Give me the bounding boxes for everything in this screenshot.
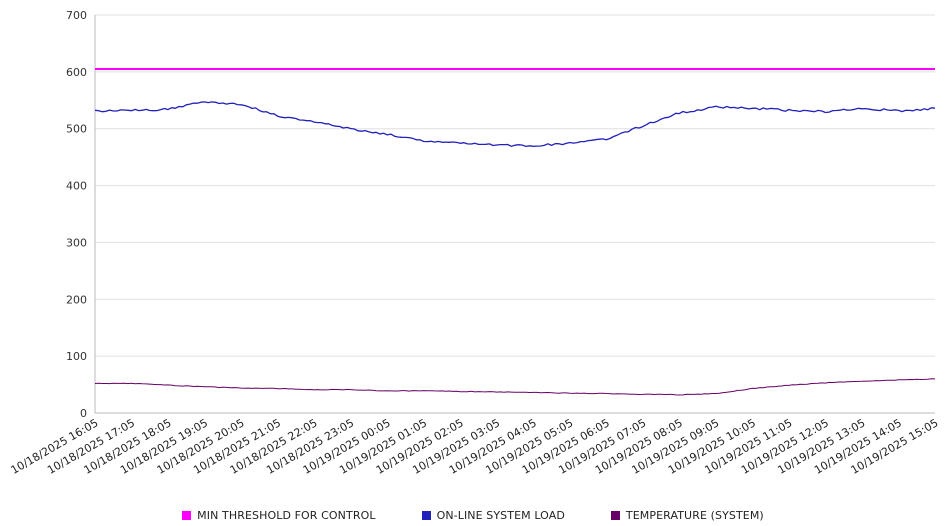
- y-tick-label: 600: [66, 66, 87, 79]
- legend-item-1[interactable]: ON-LINE SYSTEM LOAD: [421, 509, 565, 522]
- legend-label: ON-LINE SYSTEM LOAD: [436, 509, 565, 522]
- legend-swatch-icon: [610, 511, 620, 520]
- legend-item-2[interactable]: TEMPERATURE (SYSTEM): [610, 509, 764, 522]
- series-line-1: [94, 101, 936, 148]
- series-line-2: [94, 378, 936, 396]
- legend-label: MIN THRESHOLD FOR CONTROL: [197, 509, 376, 522]
- chart-legend: MIN THRESHOLD FOR CONTROL ON-LINE SYSTEM …: [0, 509, 946, 522]
- legend-swatch-icon: [182, 511, 192, 520]
- y-tick-label: 700: [66, 9, 87, 22]
- y-tick-label: 300: [66, 236, 87, 249]
- legend-swatch-icon: [421, 511, 431, 520]
- legend-label: TEMPERATURE (SYSTEM): [625, 509, 764, 522]
- y-tick-label: 400: [66, 180, 87, 193]
- legend-item-0[interactable]: MIN THRESHOLD FOR CONTROL: [182, 509, 375, 522]
- y-tick-label: 100: [66, 350, 87, 363]
- y-tick-label: 0: [80, 407, 87, 420]
- y-tick-label: 500: [66, 123, 87, 136]
- y-tick-label: 200: [66, 293, 87, 306]
